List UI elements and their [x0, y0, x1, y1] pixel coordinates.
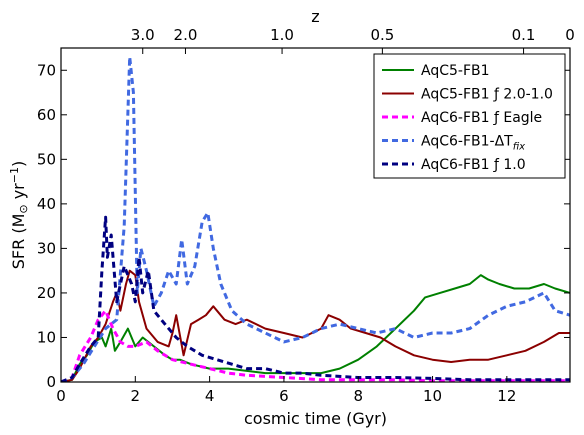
legend-label-2: AqC6-FB1 ƒ Eagle — [421, 110, 542, 126]
top-tick-label: 0 — [565, 26, 575, 44]
y-axis-label-main: SFR (M — [9, 214, 28, 270]
legend-label-3: AqC6-FB1-ΔTfix — [421, 134, 525, 153]
x-tick-label: 12 — [497, 387, 516, 405]
y-axis-label-sun: ⊙ — [17, 204, 30, 213]
series-line-4 — [61, 215, 570, 382]
series-line-0 — [61, 274, 570, 382]
y-tick-label: 50 — [37, 150, 56, 168]
x-tick-label: 6 — [279, 387, 289, 405]
legend: AqC5-FB1 AqC5-FB1 ƒ 2.0-1.0 AqC6-FB1 ƒ Eag… — [373, 53, 566, 179]
y-axis-label-exponent: −1 — [8, 167, 21, 183]
x-tick-label: 2 — [131, 387, 141, 405]
x-axis-label: cosmic time (Gyr) — [244, 409, 387, 428]
legend-label-0: AqC5-FB1 — [421, 63, 490, 79]
x-tick-label: 4 — [205, 387, 215, 405]
y-tick-label: 30 — [37, 239, 56, 257]
y-tick-label: 40 — [37, 195, 56, 213]
series-line-2 — [61, 309, 570, 382]
x-tick-label: 10 — [423, 387, 442, 405]
legend-label-text: AqC5-FB1 — [421, 63, 490, 79]
plot-frame — [60, 47, 571, 383]
legend-label-text: AqC5-FB1 ƒ 2.0-1.0 — [421, 87, 553, 103]
legend-label-1: AqC5-FB1 ƒ 2.0-1.0 — [421, 87, 553, 103]
top-tick-label: 2.0 — [174, 26, 198, 44]
legend-label-4: AqC6-FB1 ƒ 1.0 — [421, 157, 526, 173]
x-tick-label: 0 — [56, 387, 66, 405]
legend-label-subscript: fix — [513, 142, 525, 153]
legend-label-text: AqC6-FB1 ƒ 1.0 — [421, 157, 526, 173]
series-line-3 — [61, 55, 570, 382]
series-layer — [61, 55, 570, 382]
top-tick-label: 3.0 — [131, 26, 155, 44]
y-axis-label: SFR (M⊙ yr−1) — [8, 161, 30, 269]
tick-layer: 0 2 4 6 8 10 12 0 10 20 30 40 50 60 70 3.0 2.0 1.0 0.5 0.1 0 — [37, 26, 575, 405]
top-tick-label: 1.0 — [270, 26, 294, 44]
legend-label-text: AqC6-FB1-ΔT — [421, 134, 513, 150]
y-tick-label: 60 — [37, 106, 56, 124]
x-tick-label: 8 — [353, 387, 363, 405]
y-axis-label-close: ) — [9, 161, 28, 167]
y-axis-label-yr: yr — [9, 183, 28, 205]
y-tick-label: 20 — [37, 284, 56, 302]
top-tick-label: 0.5 — [370, 26, 394, 44]
y-tick-label: 0 — [46, 373, 56, 391]
top-tick-label: 0.1 — [512, 26, 536, 44]
y-tick-label: 70 — [37, 61, 56, 79]
top-axis-label: z — [311, 7, 319, 26]
y-tick-label: 10 — [37, 328, 56, 346]
legend-label-text: AqC6-FB1 ƒ Eagle — [421, 110, 542, 126]
